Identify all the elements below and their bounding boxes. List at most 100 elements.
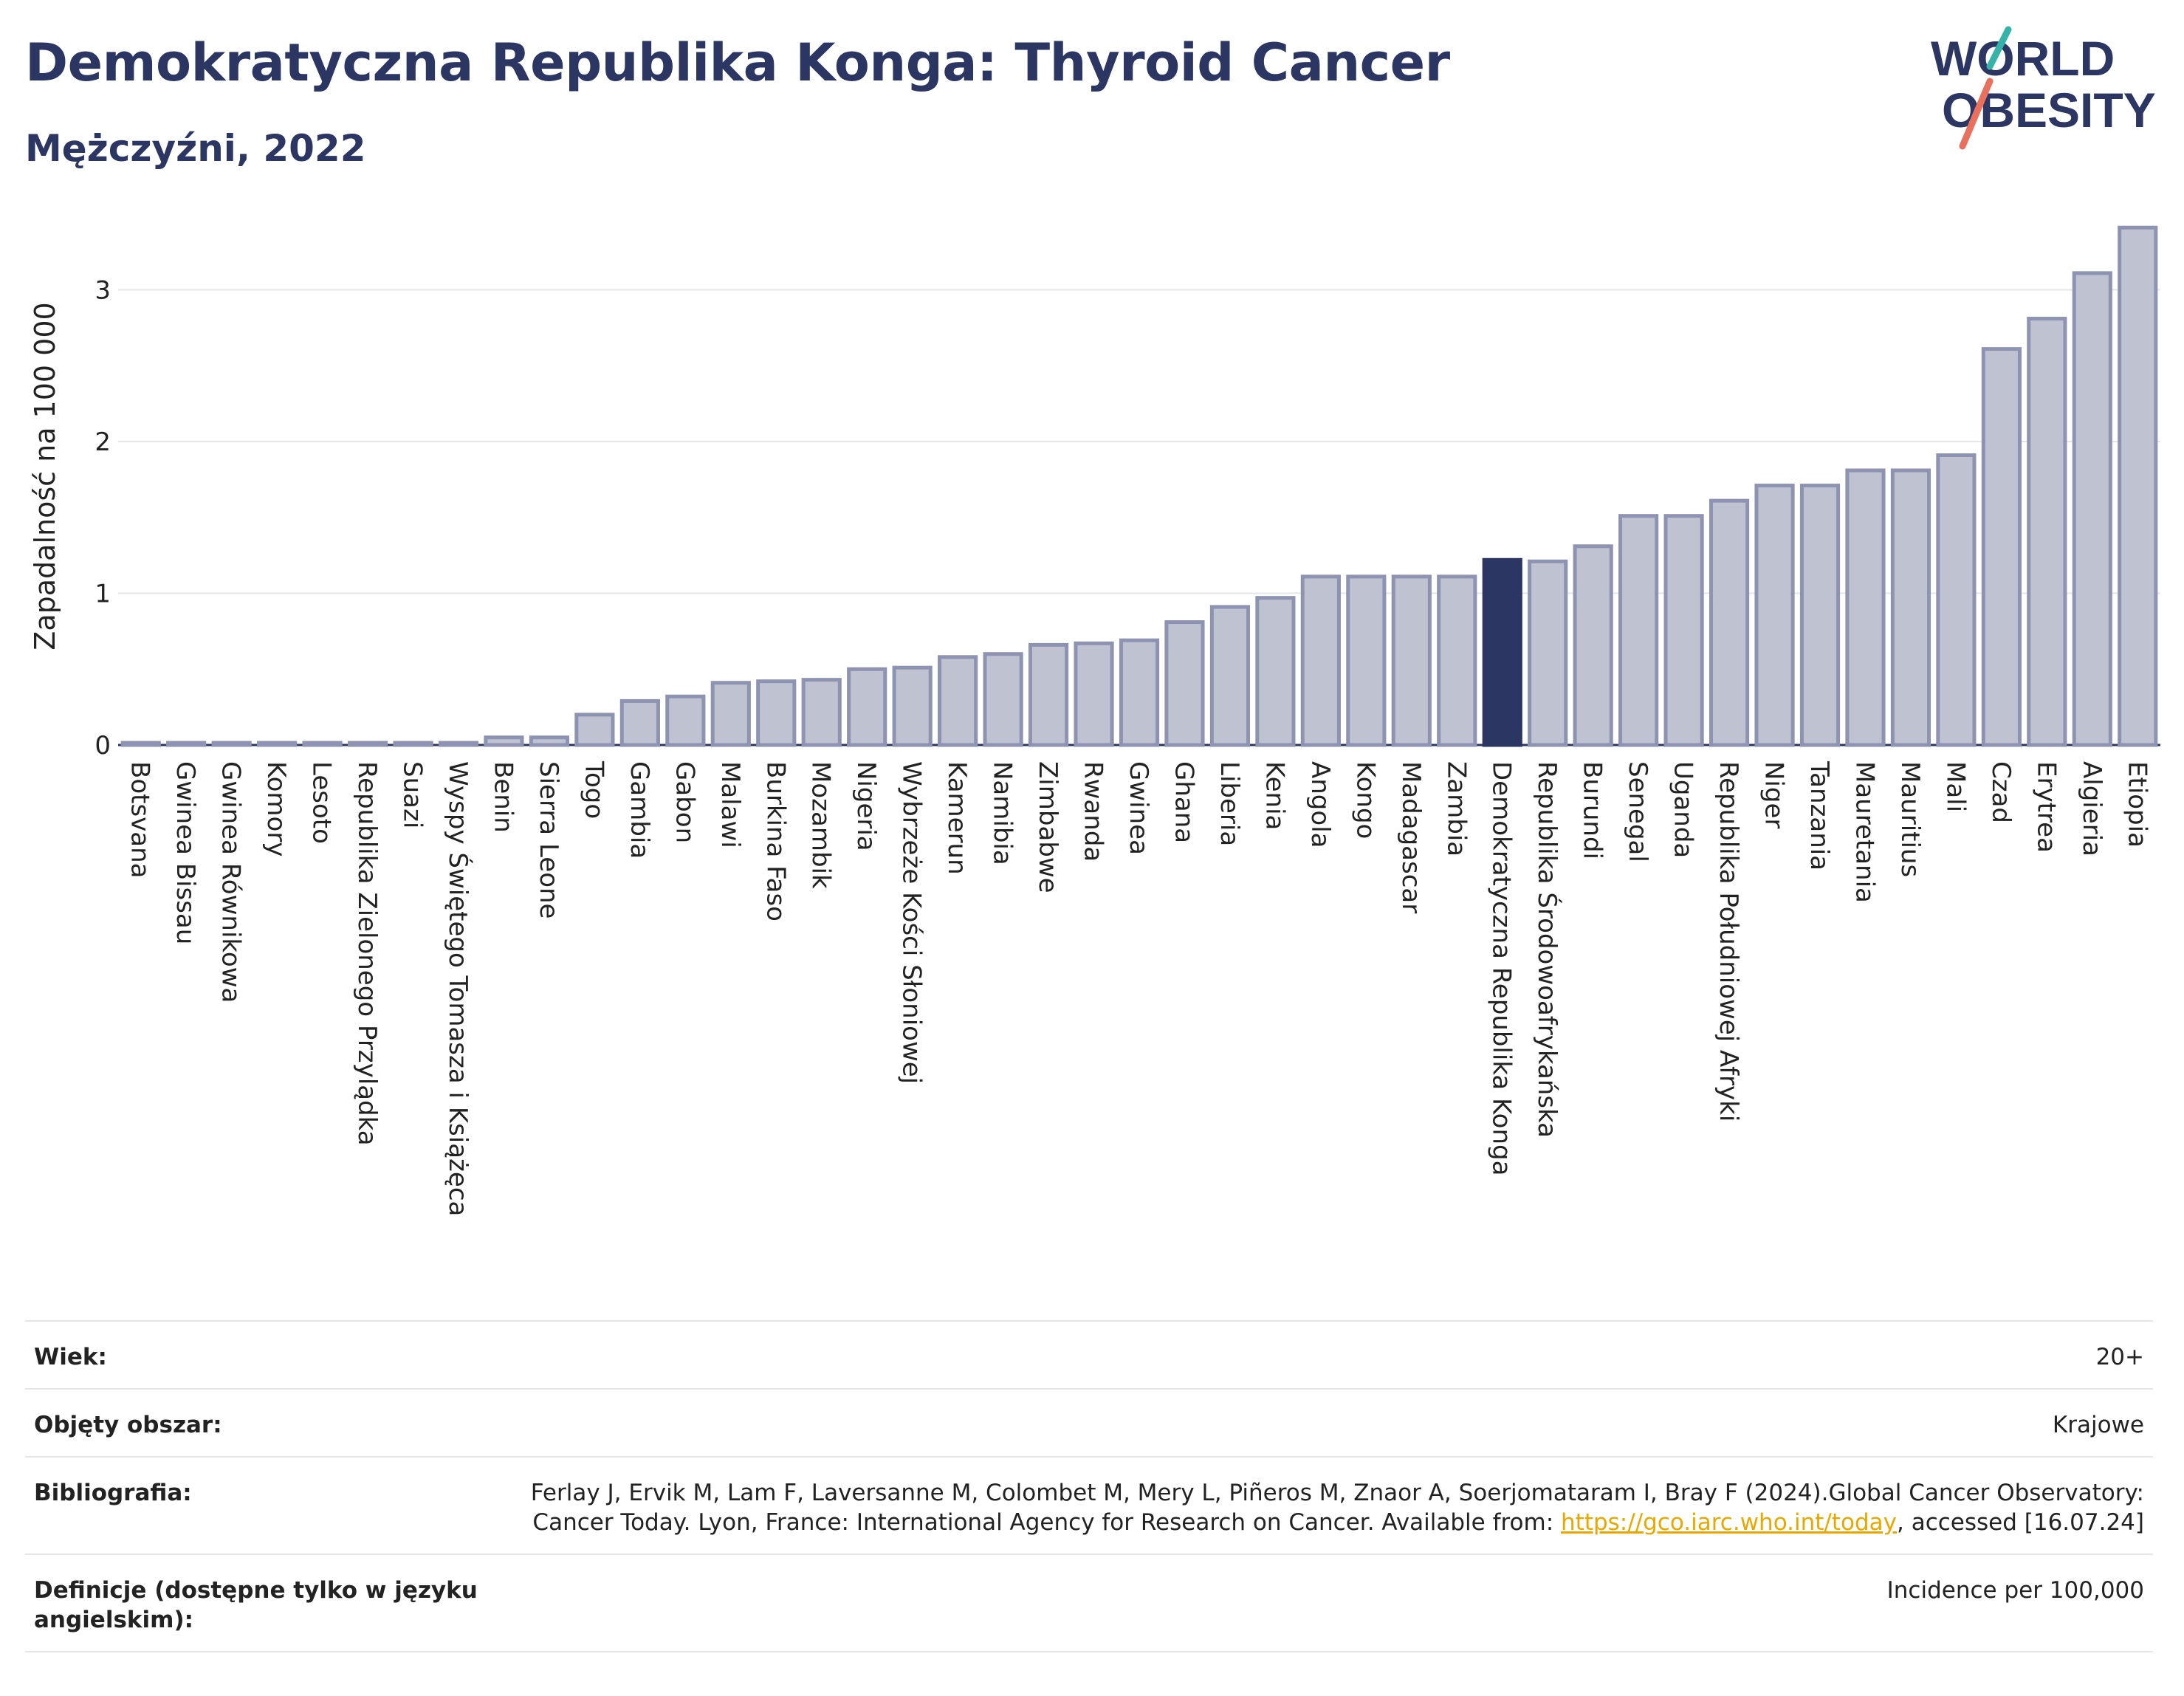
x-tick-label: Republika Zielonego Przylądka bbox=[352, 761, 382, 1146]
bar[interactable] bbox=[2118, 225, 2158, 747]
x-tick-label: Burkina Faso bbox=[760, 761, 790, 921]
bar[interactable] bbox=[1573, 544, 1613, 747]
bar[interactable] bbox=[1164, 620, 1205, 747]
x-tick-labels: Botsvana Gwinea Bissau Gwinea Równikowa Kom… bbox=[126, 761, 2152, 1216]
y-tick-label: 1 bbox=[95, 579, 111, 608]
bar[interactable] bbox=[1209, 605, 1251, 747]
x-tick-label: Liberia bbox=[1215, 761, 1244, 846]
bar[interactable] bbox=[347, 741, 388, 747]
meta-value: Krajowe bbox=[501, 1388, 2153, 1457]
bar[interactable] bbox=[1528, 559, 1568, 747]
bar[interactable] bbox=[619, 698, 660, 747]
bar[interactable] bbox=[393, 741, 433, 747]
bar[interactable] bbox=[1936, 453, 1977, 747]
metadata-table: Wiek: 20+ Objęty obszar: Krajowe Bibliog… bbox=[25, 1320, 2153, 1652]
bibliography-suffix: , accessed [16.07.24] bbox=[1896, 1509, 2144, 1536]
x-tick-label: Ghana bbox=[1169, 761, 1198, 843]
bar[interactable] bbox=[1119, 638, 1160, 747]
x-tick-label: Gwinea bbox=[1124, 761, 1153, 855]
x-tick-label: Algieria bbox=[2077, 761, 2106, 856]
bar[interactable] bbox=[1709, 498, 1750, 747]
bar[interactable] bbox=[1074, 641, 1114, 747]
bar[interactable] bbox=[756, 679, 797, 747]
bar[interactable] bbox=[438, 741, 479, 747]
x-tick-label: Malawi bbox=[715, 761, 745, 848]
bar[interactable] bbox=[166, 741, 207, 747]
bar[interactable] bbox=[2027, 317, 2067, 747]
bar[interactable] bbox=[665, 694, 706, 747]
meta-key: Wiek: bbox=[25, 1320, 501, 1389]
bar[interactable] bbox=[302, 741, 343, 747]
x-tick-label: Czad bbox=[1986, 761, 2016, 823]
x-tick-label: Togo bbox=[579, 761, 608, 819]
x-tick-label: Kenia bbox=[1260, 761, 1289, 830]
bar[interactable] bbox=[1255, 596, 1296, 747]
bar[interactable] bbox=[257, 741, 298, 747]
x-tick-label: Demokratyczna Republika Konga bbox=[1487, 761, 1517, 1175]
bar[interactable] bbox=[892, 665, 933, 747]
x-tick-label: Gabon bbox=[670, 761, 699, 843]
meta-value: Incidence per 100,000 bbox=[501, 1553, 2153, 1652]
bars bbox=[120, 225, 2158, 747]
bar[interactable] bbox=[529, 735, 570, 747]
x-tick-label: Mozambik bbox=[806, 761, 836, 889]
x-tick-label: Mali bbox=[1940, 761, 1970, 812]
x-tick-label: Senegal bbox=[1623, 761, 1652, 862]
x-tick-label: Kongo bbox=[1350, 761, 1380, 839]
meta-row-definitions: Definicje (dostępne tylko w języku angie… bbox=[25, 1553, 2153, 1652]
x-tick-label: Lesoto bbox=[307, 761, 337, 844]
x-tick-label: Kamerun bbox=[942, 761, 972, 875]
x-tick-label: Benin bbox=[488, 761, 518, 833]
y-axis-label: Zapadalność na 100 000 bbox=[29, 302, 61, 650]
x-tick-label: Niger bbox=[1759, 761, 1789, 828]
chart-subtitle: Mężczyźni, 2022 bbox=[25, 127, 366, 170]
x-tick-label: Nigeria bbox=[851, 761, 881, 851]
x-tick-label: Suazi bbox=[398, 761, 427, 828]
world-obesity-logo: WORLD OBESITY bbox=[1931, 26, 2156, 150]
x-tick-label: Gwinea Równikowa bbox=[216, 761, 246, 1003]
meta-row-bibliography: Bibliografia: Ferlay J, Ervik M, Lam F, … bbox=[25, 1456, 2153, 1554]
x-tick-label: Zimbabwe bbox=[1033, 761, 1062, 893]
bar-highlighted[interactable] bbox=[1482, 557, 1522, 747]
x-tick-label: Angola bbox=[1305, 761, 1335, 848]
x-tick-label: Botsvana bbox=[126, 761, 155, 879]
bar[interactable] bbox=[1663, 514, 1704, 747]
bar[interactable] bbox=[574, 713, 615, 747]
y-tick-label: 2 bbox=[95, 428, 111, 457]
meta-key: Objęty obszar: bbox=[25, 1388, 501, 1457]
x-tick-label: Erytrea bbox=[2031, 761, 2061, 853]
bar[interactable] bbox=[1981, 347, 2022, 747]
meta-row-area: Objęty obszar: Krajowe bbox=[25, 1388, 2153, 1457]
bar[interactable] bbox=[983, 652, 1023, 747]
y-tick-labels: 0 1 2 3 bbox=[95, 275, 111, 761]
chart-title: Demokratyczna Republika Konga: Thyroid C… bbox=[25, 32, 1450, 93]
x-tick-label: Burundi bbox=[1578, 761, 1607, 859]
bar[interactable] bbox=[1799, 484, 1841, 747]
bar[interactable] bbox=[801, 678, 842, 747]
bar[interactable] bbox=[1300, 574, 1341, 747]
logo-line1: WORLD bbox=[1931, 31, 2115, 86]
x-tick-label: Komory bbox=[261, 761, 291, 856]
meta-row-age: Wiek: 20+ bbox=[25, 1320, 2153, 1389]
bar[interactable] bbox=[1618, 514, 1659, 747]
bar[interactable] bbox=[211, 741, 252, 747]
meta-value: 20+ bbox=[501, 1320, 2153, 1389]
bar[interactable] bbox=[1391, 574, 1432, 747]
bibliography-text: Ferlay J, Ervik M, Lam F, Laversanne M, … bbox=[530, 1480, 2144, 1536]
bar[interactable] bbox=[1845, 468, 1886, 747]
bar[interactable] bbox=[1754, 484, 1795, 747]
bar[interactable] bbox=[1437, 574, 1477, 747]
bar[interactable] bbox=[710, 681, 751, 747]
bar[interactable] bbox=[1028, 642, 1069, 747]
x-tick-label: Gwinea Bissau bbox=[171, 761, 200, 944]
bar[interactable] bbox=[847, 667, 887, 747]
bar[interactable] bbox=[484, 735, 524, 747]
bar[interactable] bbox=[1890, 468, 1931, 747]
logo-slash-teal bbox=[1986, 26, 2012, 70]
bar[interactable] bbox=[120, 741, 161, 747]
meta-value: Ferlay J, Ervik M, Lam F, Laversanne M, … bbox=[501, 1456, 2153, 1554]
source-link[interactable]: https://gco.iarc.who.int/today bbox=[1561, 1509, 1897, 1536]
bar[interactable] bbox=[938, 655, 978, 747]
bar[interactable] bbox=[2072, 271, 2112, 747]
bar[interactable] bbox=[1346, 574, 1387, 747]
